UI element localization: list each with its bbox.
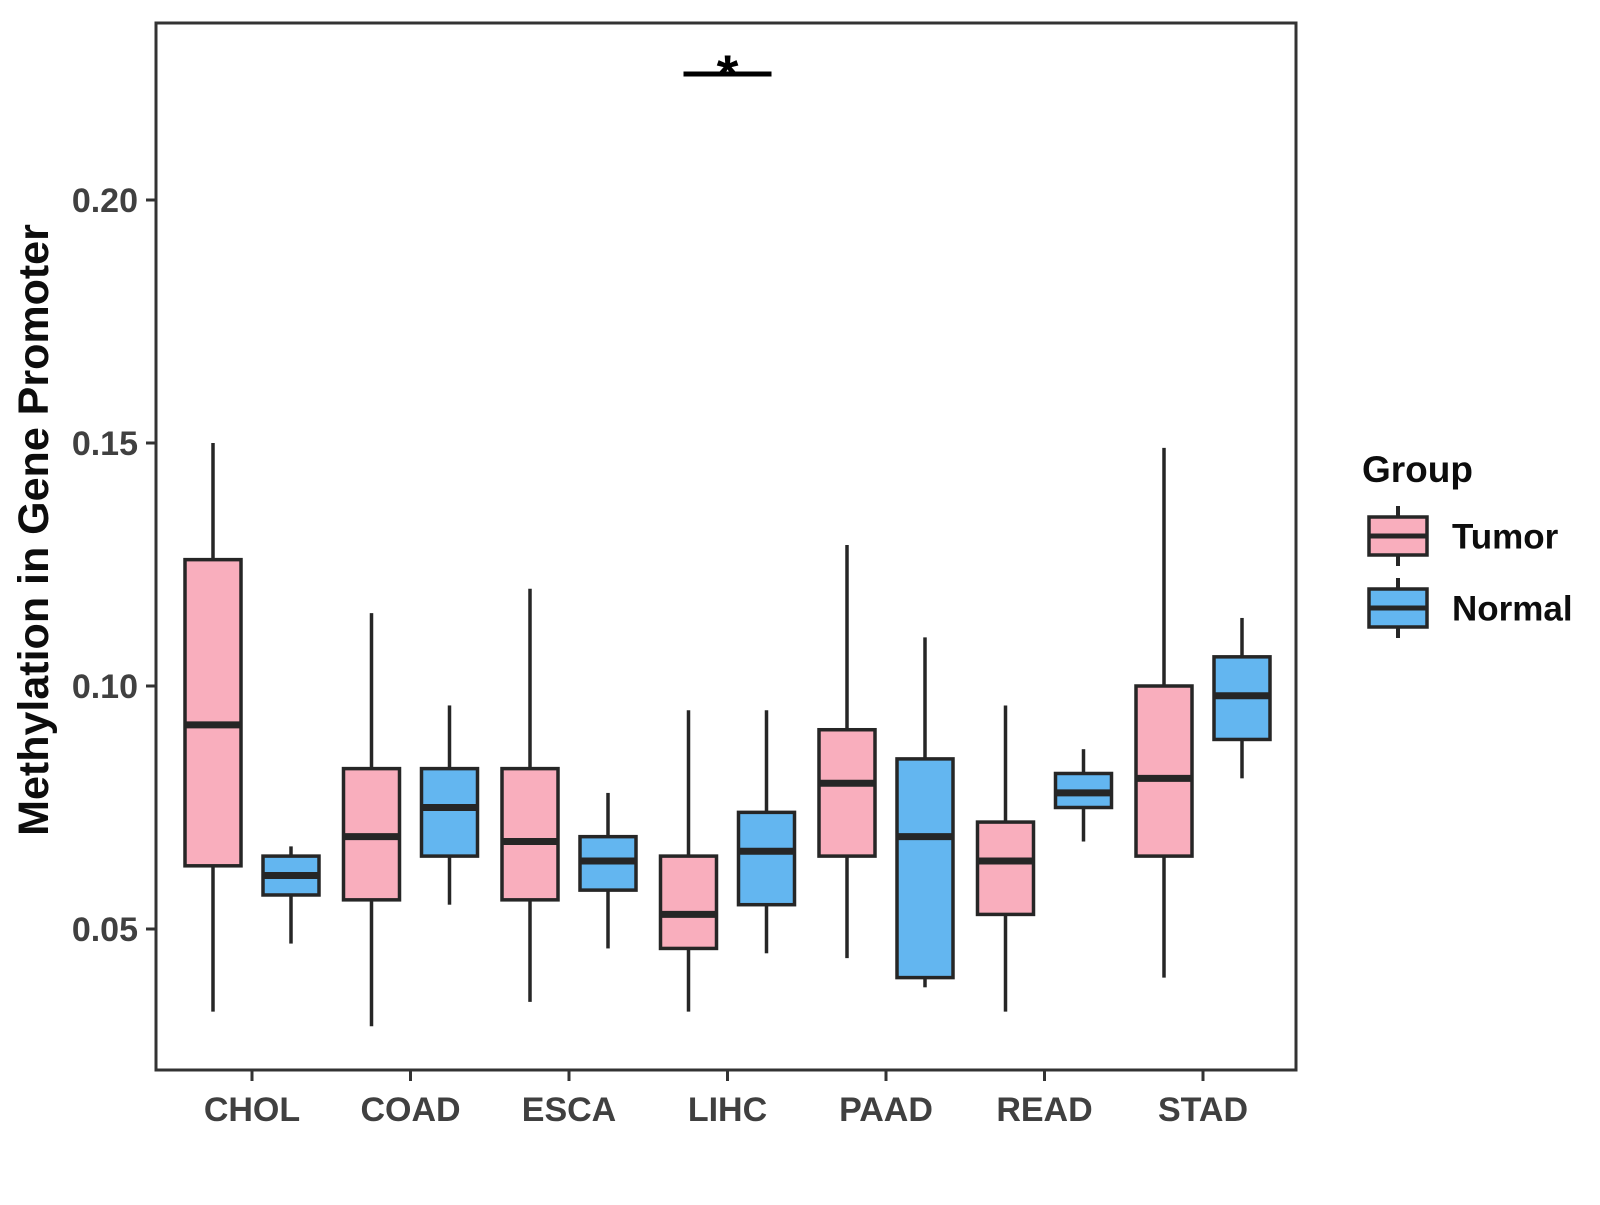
plot-panel-border	[154, 21, 1298, 1072]
x-tick-label: CHOL	[204, 1091, 300, 1129]
box-PAAD-tumor	[817, 545, 877, 959]
y-tick-label: 0.05	[72, 911, 138, 949]
box-CHOL-normal	[261, 846, 321, 944]
y-tick-label: 0.10	[72, 668, 138, 706]
box-COAD-normal	[419, 705, 480, 905]
iqr-box	[895, 757, 955, 980]
box-STAD-normal	[1212, 617, 1272, 779]
box-LIHC-normal	[736, 710, 797, 954]
x-tick-label: COAD	[360, 1091, 460, 1129]
box-ESCA-tumor	[500, 588, 560, 1002]
box-COAD-tumor	[341, 613, 402, 1027]
x-tick-label: STAD	[1158, 1091, 1248, 1129]
legend-item-tumor: Tumor	[1367, 506, 1559, 566]
legend-title: Group	[1362, 449, 1473, 490]
box-CHOL-tumor	[183, 443, 243, 1012]
box-LIHC-tumor	[658, 710, 719, 1012]
y-axis: 0.20 0.15 0.10 0.05	[72, 182, 156, 949]
significance-asterisk: *	[717, 43, 739, 106]
significance-marker: *	[683, 43, 772, 106]
x-axis: CHOL COAD ESCA LIHC PAAD READ STAD	[204, 1070, 1248, 1129]
legend: Group Tumor Normal	[1362, 449, 1573, 638]
series-normal	[261, 617, 1272, 988]
box-ESCA-normal	[578, 792, 638, 949]
iqr-box	[183, 557, 243, 868]
box-READ-tumor	[975, 705, 1036, 1012]
x-tick-label: LIHC	[688, 1091, 767, 1129]
box-STAD-tumor	[1134, 447, 1194, 978]
iqr-box	[736, 810, 797, 907]
legend-item-label: Normal	[1452, 589, 1573, 628]
box-READ-normal	[1053, 749, 1114, 842]
x-tick-label: ESCA	[522, 1091, 616, 1129]
x-tick-label: READ	[996, 1091, 1092, 1129]
legend-item-normal: Normal	[1367, 578, 1573, 638]
x-tick-label: PAAD	[839, 1091, 933, 1129]
legend-item-label: Tumor	[1452, 517, 1559, 556]
box-PAAD-normal	[895, 637, 955, 988]
series-tumor	[183, 443, 1194, 1027]
iqr-box	[658, 854, 719, 951]
iqr-box	[500, 766, 560, 902]
y-axis-title: Methylation in Gene Promoter	[10, 224, 58, 836]
iqr-box	[975, 820, 1036, 917]
iqr-box	[419, 766, 480, 858]
iqr-box	[1134, 684, 1194, 858]
y-tick-label: 0.15	[72, 425, 138, 463]
y-tick-label: 0.20	[72, 182, 138, 220]
iqr-box	[817, 727, 877, 858]
